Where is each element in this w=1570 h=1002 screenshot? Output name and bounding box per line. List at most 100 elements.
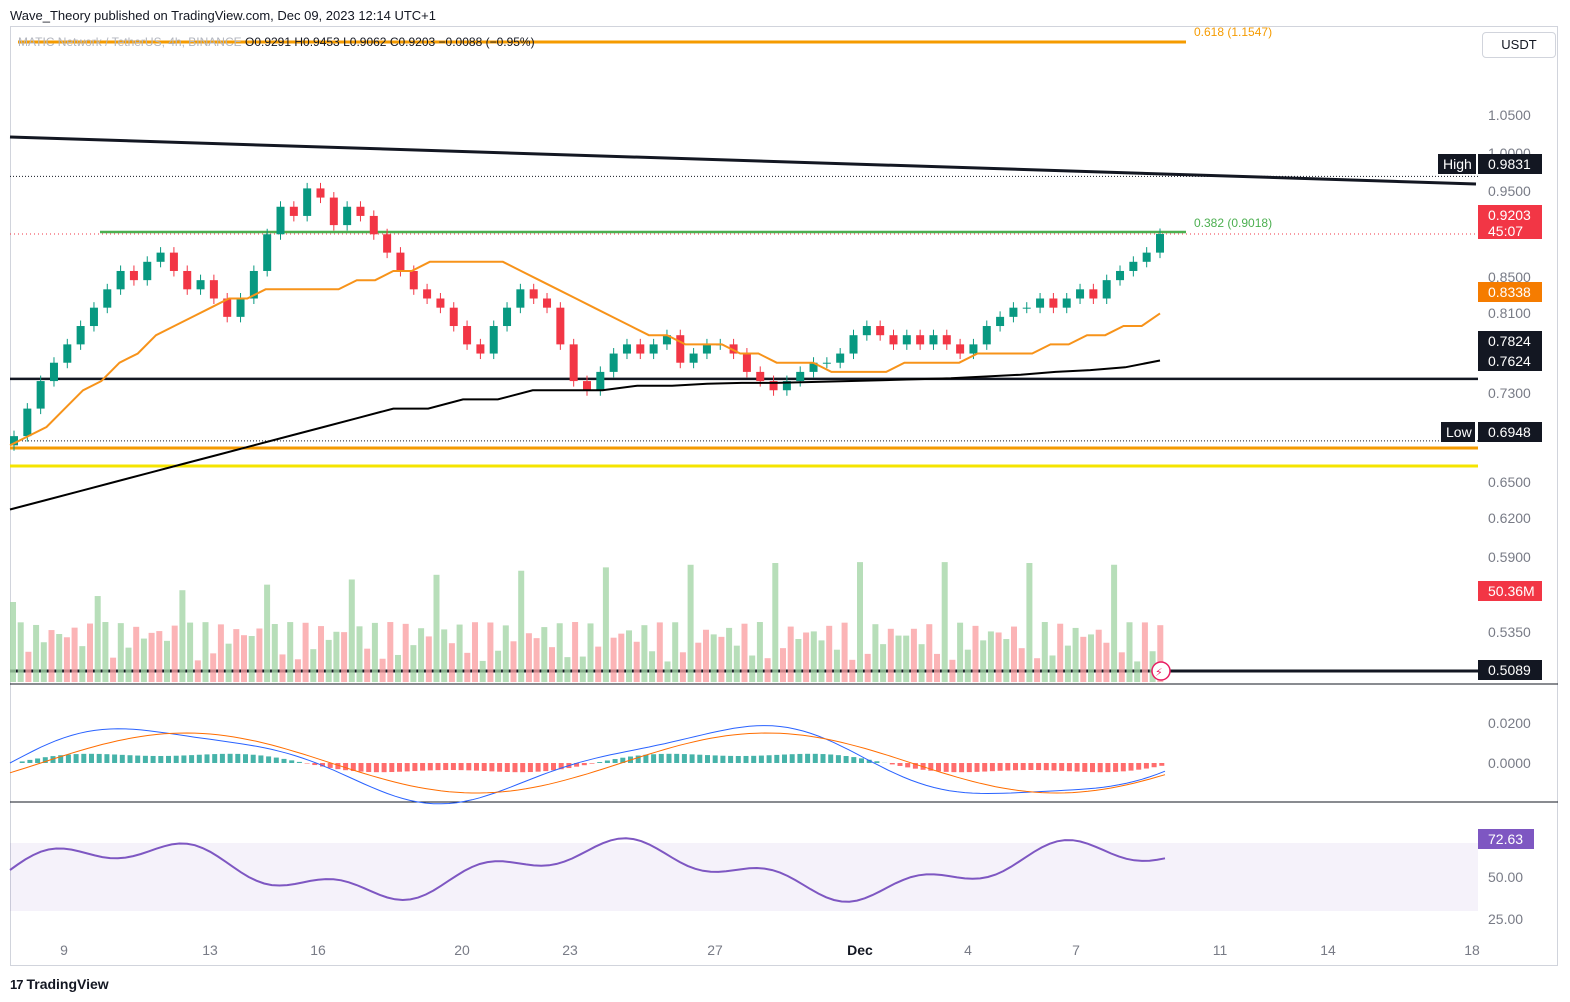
volume-bar bbox=[1111, 564, 1118, 682]
candle-body bbox=[89, 307, 98, 327]
macd-histogram-bar bbox=[219, 753, 225, 763]
candle-body bbox=[809, 362, 818, 372]
volume-bar bbox=[818, 640, 825, 682]
legend-high: 0.9453 bbox=[303, 35, 340, 49]
macd-histogram-bar bbox=[651, 754, 657, 763]
volume-bar bbox=[1057, 623, 1064, 682]
volume-bar bbox=[318, 626, 324, 682]
macd-histogram-bar bbox=[705, 755, 710, 763]
macd-histogram-bar bbox=[366, 763, 372, 773]
macd-histogram-bar bbox=[912, 763, 918, 769]
macd-histogram-bar bbox=[1128, 763, 1134, 771]
volume-bar bbox=[495, 650, 502, 682]
candle-body bbox=[702, 344, 711, 354]
volume-bar bbox=[710, 634, 717, 682]
price-badge-value: 50.36M bbox=[1488, 583, 1535, 599]
macd-histogram-bar bbox=[150, 755, 156, 763]
lightning-icon bbox=[1151, 661, 1171, 681]
candle-body bbox=[782, 381, 791, 391]
volume-bar bbox=[25, 651, 32, 682]
price-axis-tick: 0.7300 bbox=[1488, 385, 1531, 401]
tradingview-logo[interactable]: 17 TradingView bbox=[10, 976, 109, 992]
volume-bar bbox=[1072, 627, 1079, 682]
macd-histogram-bar bbox=[751, 755, 757, 763]
volume-bar bbox=[333, 631, 340, 682]
volume-bar bbox=[256, 628, 263, 682]
macd-histogram-bar bbox=[859, 758, 864, 763]
macd-histogram-bar bbox=[481, 763, 487, 771]
currency-button[interactable]: USDT bbox=[1482, 32, 1556, 58]
volume-bar bbox=[541, 627, 548, 682]
volume-bar bbox=[664, 661, 671, 682]
volume-bar bbox=[371, 622, 378, 682]
macd-histogram-bar bbox=[928, 763, 934, 771]
macd-histogram-bar bbox=[404, 763, 410, 772]
macd-histogram-bar bbox=[674, 753, 680, 763]
volume-bar bbox=[33, 624, 40, 682]
volume-bar bbox=[171, 625, 178, 682]
candle-body bbox=[1009, 307, 1018, 317]
fib-0382-label: 0.382 (0.9018) bbox=[1194, 216, 1272, 230]
volume-bar bbox=[248, 636, 255, 682]
volume-bar bbox=[780, 648, 786, 682]
volume-bar bbox=[641, 625, 648, 682]
macd-histogram-bar bbox=[73, 754, 79, 763]
volume-bar bbox=[749, 655, 756, 682]
macd-histogram-bar bbox=[597, 762, 603, 763]
macd-histogram-bar bbox=[1159, 763, 1165, 766]
candle-body bbox=[1049, 298, 1058, 308]
macd-histogram-bar bbox=[782, 754, 787, 763]
volume-bar bbox=[110, 657, 117, 682]
price-badge-bg bbox=[1478, 331, 1542, 351]
volume-bar bbox=[964, 649, 971, 682]
macd-histogram-bar bbox=[343, 763, 349, 771]
volume-bar bbox=[133, 626, 140, 682]
macd-histogram-bar bbox=[1143, 763, 1149, 769]
volume-bar bbox=[148, 632, 155, 682]
volume-bar bbox=[1126, 622, 1133, 682]
macd-histogram-bar bbox=[666, 753, 672, 763]
candle-body bbox=[223, 298, 232, 317]
macd-histogram-bar bbox=[997, 763, 1003, 771]
volume-bar bbox=[479, 660, 486, 682]
descending-trendline bbox=[9, 135, 1477, 186]
candle-body bbox=[583, 381, 591, 391]
volume-bar bbox=[117, 623, 124, 682]
macd-histogram-bar bbox=[966, 763, 972, 773]
macd-histogram-bar bbox=[104, 754, 110, 763]
macd-histogram-bar bbox=[866, 759, 872, 763]
candle-body bbox=[116, 270, 125, 290]
candle-body bbox=[249, 270, 258, 299]
volume-bar bbox=[703, 629, 709, 682]
volume-bar bbox=[1080, 636, 1087, 682]
macd-histogram-bar bbox=[127, 755, 133, 763]
volume-bar bbox=[294, 659, 301, 682]
price-axis-tick: 0.8100 bbox=[1488, 305, 1531, 321]
volume-bar bbox=[756, 622, 763, 682]
volume-bar bbox=[718, 636, 725, 682]
volume-bar bbox=[179, 590, 186, 682]
candle-body bbox=[756, 371, 765, 382]
macd-histogram-bar bbox=[843, 756, 849, 763]
macd-signal-line bbox=[9, 732, 1166, 794]
candle-body bbox=[1129, 261, 1138, 271]
time-axis-label: 9 bbox=[60, 942, 68, 958]
candle-body bbox=[329, 197, 338, 226]
macd-histogram-bar bbox=[1136, 763, 1142, 770]
tradingview-brand: TradingView bbox=[26, 976, 109, 992]
price-badge-bg bbox=[1478, 282, 1542, 302]
macd-histogram-bar bbox=[728, 755, 734, 763]
candle-body bbox=[236, 298, 245, 317]
candle-body bbox=[956, 344, 965, 354]
macd-histogram-bar bbox=[943, 763, 949, 772]
macd-histogram-bar bbox=[535, 763, 541, 772]
volume-bar bbox=[217, 624, 224, 682]
macd-histogram-bar bbox=[543, 763, 549, 772]
macd-histogram-bar bbox=[489, 763, 495, 772]
candle-body bbox=[129, 270, 138, 281]
volume-bar bbox=[849, 659, 856, 682]
macd-histogram-bar bbox=[466, 763, 472, 771]
candle-body bbox=[409, 270, 418, 290]
candle-body bbox=[1062, 298, 1071, 308]
